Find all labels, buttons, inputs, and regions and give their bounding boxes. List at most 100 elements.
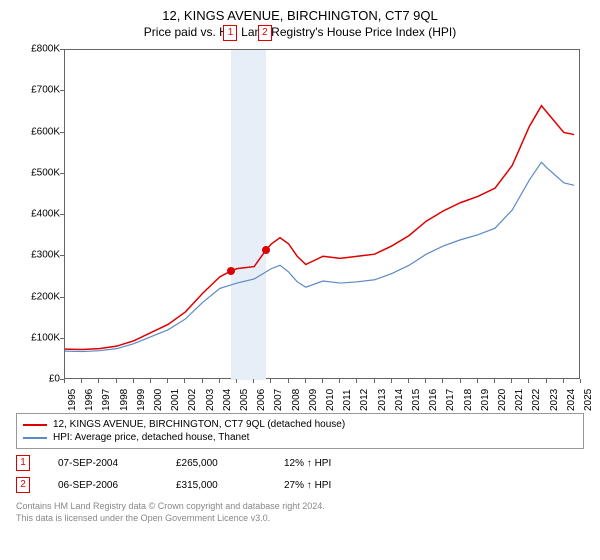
x-tick-line	[184, 379, 185, 383]
x-tick-label: 2015	[411, 389, 422, 411]
y-tick-line	[60, 90, 64, 91]
chart-subtitle: Price paid vs. HM Land Registry's House …	[8, 25, 592, 39]
plot-svg	[65, 50, 581, 380]
x-tick-label: 2018	[463, 389, 474, 411]
x-tick-line	[391, 379, 392, 383]
y-tick-line	[60, 297, 64, 298]
x-tick-line	[98, 379, 99, 383]
x-tick-line	[133, 379, 134, 383]
footer-line-1: Contains HM Land Registry data © Crown c…	[16, 501, 584, 513]
x-tick-label: 2007	[273, 389, 284, 411]
x-tick-line	[305, 379, 306, 383]
y-tick-label: £200K	[31, 291, 60, 302]
y-tick-label: £300K	[31, 250, 60, 261]
x-tick-label: 2021	[514, 389, 525, 411]
x-tick-label: 2013	[377, 389, 388, 411]
x-tick-line	[150, 379, 151, 383]
plot-area	[64, 49, 580, 379]
x-tick-line	[563, 379, 564, 383]
legend-row-hpi: HPI: Average price, detached house, Than…	[23, 431, 577, 444]
x-tick-line	[202, 379, 203, 383]
y-tick-line	[60, 49, 64, 50]
sale-row: 2 06-SEP-2006 £315,000 27% ↑ HPI	[16, 477, 584, 493]
y-tick-label: £0	[49, 374, 60, 385]
y-tick-line	[60, 338, 64, 339]
x-tick-label: 1999	[136, 389, 147, 411]
y-tick-label: £100K	[31, 332, 60, 343]
x-tick-line	[81, 379, 82, 383]
x-tick-line	[460, 379, 461, 383]
x-tick-label: 2002	[187, 389, 198, 411]
x-tick-line	[236, 379, 237, 383]
y-tick-line	[60, 255, 64, 256]
x-tick-label: 2024	[566, 389, 577, 411]
x-tick-line	[64, 379, 65, 383]
x-tick-line	[425, 379, 426, 383]
sale-dot-1	[227, 267, 235, 275]
x-tick-label: 1997	[101, 389, 112, 411]
x-tick-line	[219, 379, 220, 383]
y-tick-line	[60, 173, 64, 174]
x-tick-line	[356, 379, 357, 383]
x-tick-label: 2001	[170, 389, 181, 411]
sale-row-marker: 2	[16, 477, 30, 493]
y-tick-label: £400K	[31, 209, 60, 220]
x-tick-label: 1995	[67, 389, 78, 411]
x-tick-label: 2005	[239, 389, 250, 411]
x-tick-label: 2003	[205, 389, 216, 411]
x-tick-label: 1998	[119, 389, 130, 411]
sale-price: £315,000	[176, 480, 256, 491]
series-line-property	[65, 106, 574, 350]
x-tick-line	[116, 379, 117, 383]
sale-price: £265,000	[176, 458, 256, 469]
x-tick-label: 2023	[549, 389, 560, 411]
legend-label-hpi: HPI: Average price, detached house, Than…	[53, 432, 249, 443]
x-tick-label: 2017	[445, 389, 456, 411]
x-tick-label: 2016	[428, 389, 439, 411]
x-tick-label: 2000	[153, 389, 164, 411]
sale-marker-2: 2	[258, 25, 272, 41]
y-tick-label: £500K	[31, 167, 60, 178]
legend-row-property: 12, KINGS AVENUE, BIRCHINGTON, CT7 9QL (…	[23, 418, 577, 431]
x-tick-label: 2010	[325, 389, 336, 411]
sale-date: 06-SEP-2006	[58, 480, 148, 491]
x-tick-label: 2004	[222, 389, 233, 411]
x-tick-line	[442, 379, 443, 383]
y-tick-line	[60, 132, 64, 133]
x-tick-line	[477, 379, 478, 383]
x-tick-line	[494, 379, 495, 383]
legend-label-property: 12, KINGS AVENUE, BIRCHINGTON, CT7 9QL (…	[53, 419, 345, 430]
x-tick-line	[511, 379, 512, 383]
x-tick-label: 2022	[531, 389, 542, 411]
x-tick-label: 2012	[359, 389, 370, 411]
x-tick-line	[270, 379, 271, 383]
footer-line-2: This data is licensed under the Open Gov…	[16, 513, 584, 525]
y-tick-line	[60, 214, 64, 215]
legend-swatch-hpi	[23, 437, 47, 439]
x-tick-label: 2014	[394, 389, 405, 411]
x-tick-line	[546, 379, 547, 383]
x-tick-label: 2009	[308, 389, 319, 411]
x-tick-label: 2019	[480, 389, 491, 411]
x-tick-line	[528, 379, 529, 383]
x-tick-label: 2008	[291, 389, 302, 411]
x-tick-label: 2025	[583, 389, 594, 411]
x-tick-label: 2020	[497, 389, 508, 411]
x-tick-line	[339, 379, 340, 383]
legend: 12, KINGS AVENUE, BIRCHINGTON, CT7 9QL (…	[16, 413, 584, 449]
chart-title: 12, KINGS AVENUE, BIRCHINGTON, CT7 9QL	[8, 8, 592, 23]
x-tick-line	[322, 379, 323, 383]
x-tick-line	[288, 379, 289, 383]
sale-row-marker: 1	[16, 455, 30, 471]
series-line-hpi	[65, 162, 574, 351]
x-tick-label: 2006	[256, 389, 267, 411]
sale-dot-2	[262, 246, 270, 254]
footer: Contains HM Land Registry data © Crown c…	[16, 501, 584, 524]
x-tick-line	[253, 379, 254, 383]
sale-delta: 27% ↑ HPI	[284, 480, 331, 491]
chart-container: 12, KINGS AVENUE, BIRCHINGTON, CT7 9QL P…	[0, 0, 600, 560]
legend-swatch-property	[23, 424, 47, 426]
sale-date: 07-SEP-2004	[58, 458, 148, 469]
x-tick-line	[580, 379, 581, 383]
y-tick-label: £600K	[31, 126, 60, 137]
